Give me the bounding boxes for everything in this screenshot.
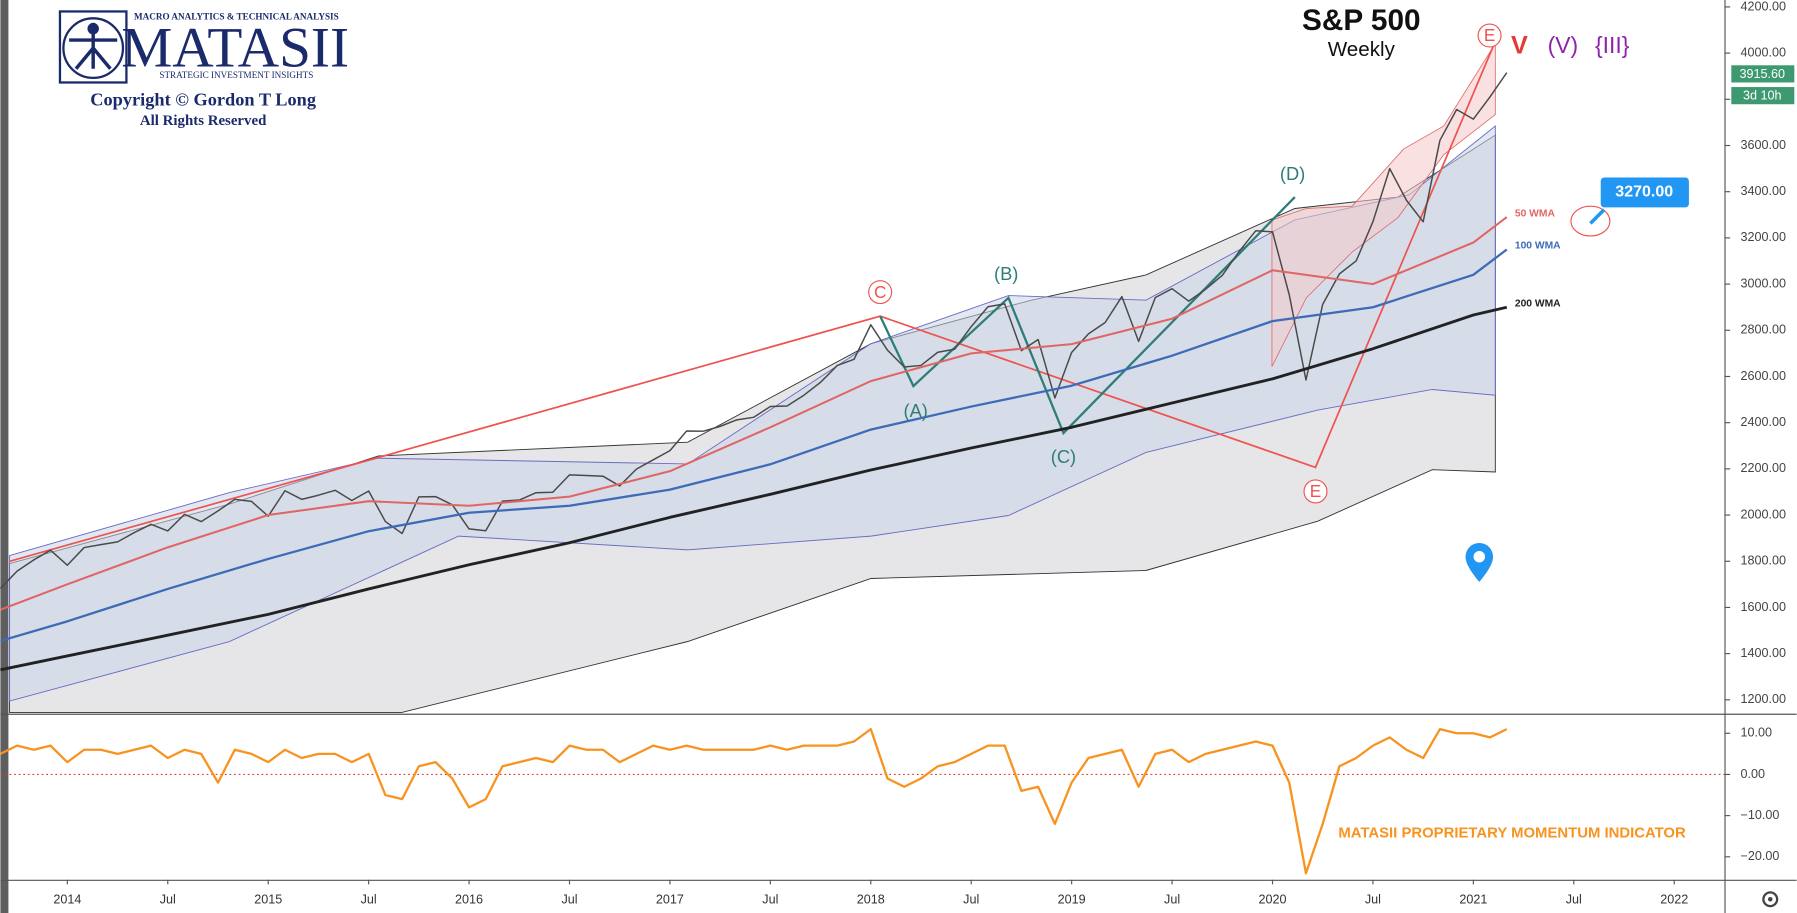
y-tick-label: 2000.00 [1740, 507, 1786, 521]
series-line [0, 248, 1508, 643]
x-tick-label: 2017 [656, 893, 684, 907]
logo-copyright: Copyright © Gordon T Long [90, 89, 316, 109]
x-tick-label: Jul [1566, 893, 1582, 907]
trend-line [9, 40, 1497, 563]
y-tick-label: 1200.00 [1740, 692, 1786, 706]
y-tick-label: 1600.00 [1740, 600, 1786, 614]
wave-circle [1477, 23, 1502, 48]
y-tick-label: 4200.00 [1740, 0, 1786, 13]
inner-band [9, 125, 1496, 702]
series-label: 50 WMA [1515, 208, 1556, 219]
x-tick-label: Jul [160, 893, 176, 907]
wave-label: (D) [1280, 163, 1305, 184]
series-line [0, 727, 1508, 875]
logo-subtitle: STRATEGIC INVESTMENT INSIGHTS [159, 70, 313, 80]
wave-label: E [1310, 481, 1321, 501]
countdown-label: 3d 10h [1743, 89, 1782, 103]
logo: MACRO ANALYTICS & TECHNICAL ANALYSIS MAT… [58, 10, 349, 129]
x-tick-label: Jul [361, 893, 377, 907]
x-tick-label: 2016 [455, 893, 483, 907]
x-tick-label: Jul [1365, 893, 1381, 907]
logo-tagline: MACRO ANALYTICS & TECHNICAL ANALYSIS [134, 11, 339, 21]
location-pin-dot [1473, 551, 1486, 563]
wave-label: C [874, 282, 886, 302]
wave-circle [1303, 479, 1328, 504]
series-line [0, 216, 1508, 611]
y-tick-label: 2400.00 [1740, 415, 1786, 429]
countdown-tag [1731, 87, 1795, 105]
callout-label: 3270.00 [1615, 183, 1673, 201]
settings-icon[interactable] [1762, 891, 1779, 908]
indicator-title: MATASII PROPRIETARY MOMENTUM INDICATOR [1338, 825, 1686, 841]
wave-label: E [1484, 25, 1495, 45]
series-label: 100 WMA [1515, 241, 1561, 252]
x-tick-label: 2019 [1058, 893, 1086, 907]
left-strip [0, 0, 9, 913]
y-tick-label: 0.00 [1740, 767, 1765, 781]
settings-hub[interactable] [1767, 896, 1773, 902]
y-tick-label: 3400.00 [1740, 184, 1786, 198]
y-tick-label: 3000.00 [1740, 276, 1786, 290]
callout-box [1600, 177, 1689, 208]
upper-band [1271, 42, 1496, 367]
wave-circle [868, 280, 893, 305]
y-tick-label: 2600.00 [1740, 369, 1786, 383]
chart-title: S&P 500 [1302, 4, 1421, 37]
callout-circle [1570, 205, 1611, 237]
x-tick-label: Jul [963, 893, 979, 907]
x-tick-label: 2020 [1258, 893, 1286, 907]
y-tick-label: 3600.00 [1740, 138, 1786, 152]
y-tick-label: 1400.00 [1740, 646, 1786, 660]
y-tick-label: 3200.00 [1740, 230, 1786, 244]
x-tick-label: Jul [762, 893, 778, 907]
wave-label: (A) [903, 400, 927, 421]
wave-label: V [1511, 32, 1528, 60]
y-tick-label: 1800.00 [1740, 554, 1786, 568]
y-tick-label: −10.00 [1740, 808, 1779, 822]
wave-label: {III} [1595, 32, 1630, 58]
x-tick-label: 2015 [254, 893, 282, 907]
x-tick-label: Jul [1164, 893, 1180, 907]
y-tick-label: 4000.00 [1740, 45, 1786, 59]
logo-head [87, 22, 99, 35]
wave-label: (B) [994, 263, 1018, 284]
x-tick-label: 2018 [857, 893, 885, 907]
wave-line [879, 196, 1296, 436]
series-label: 200 WMA [1515, 298, 1561, 309]
logo-circle [62, 17, 125, 80]
wave-label: (V) [1548, 32, 1579, 58]
location-pin [1465, 542, 1494, 582]
y-tick-label: 2200.00 [1740, 461, 1786, 475]
last-price-tag [1731, 65, 1795, 83]
wave-label: (C) [1051, 446, 1076, 467]
settings-gear[interactable] [1762, 891, 1779, 908]
y-tick-label: 10.00 [1740, 726, 1772, 740]
last-price-label: 3915.60 [1739, 67, 1785, 81]
x-tick-label: 2021 [1459, 893, 1487, 907]
chart-subtitle: Weekly [1328, 38, 1396, 61]
pencil-icon [1589, 208, 1606, 225]
series-line [0, 305, 1508, 672]
y-tick-label: −20.00 [1740, 849, 1779, 863]
series-line [0, 72, 1508, 589]
logo-name: MATASII [121, 16, 349, 79]
x-tick-label: 2022 [1660, 893, 1688, 907]
y-tick-label: 2800.00 [1740, 323, 1786, 337]
x-tick-label: 2014 [53, 893, 81, 907]
logo-rights: All Rights Reserved [140, 113, 267, 129]
x-tick-label: Jul [561, 893, 577, 907]
